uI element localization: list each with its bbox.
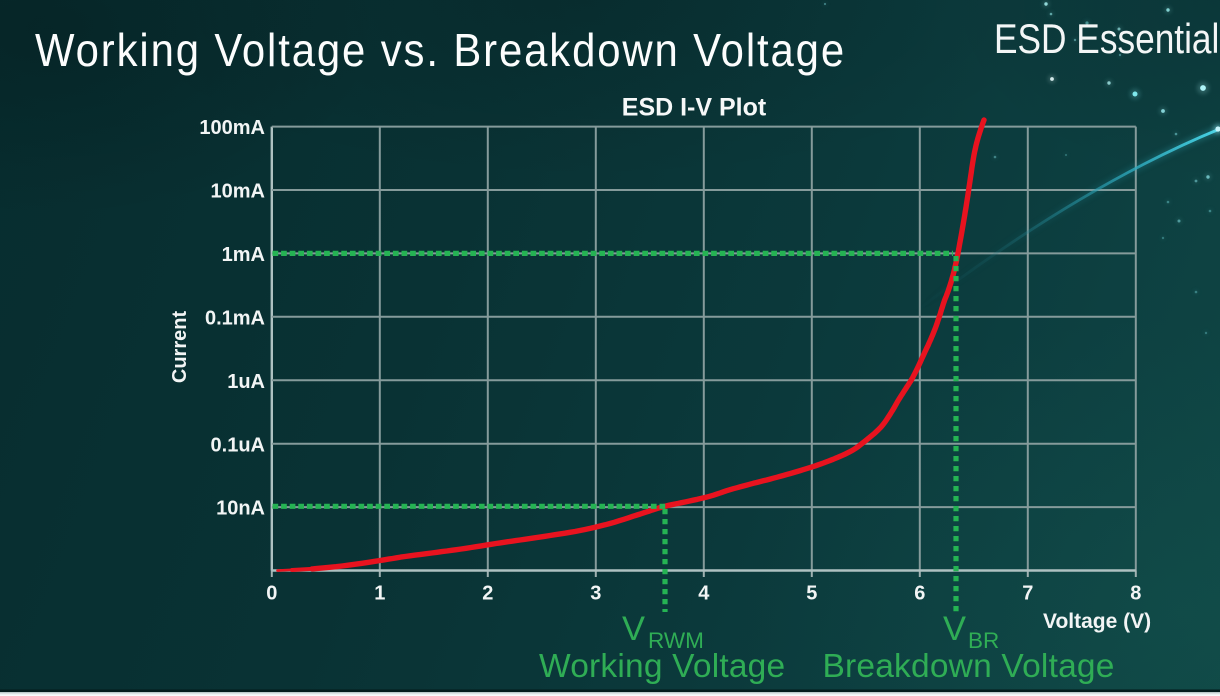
svg-text:RWM: RWM (648, 628, 704, 653)
svg-text:7: 7 (1022, 583, 1033, 605)
svg-text:8: 8 (1130, 583, 1141, 605)
svg-text:Working Voltage: Working Voltage (539, 648, 785, 685)
svg-text:ESD Essentials: ESD Essentials (994, 16, 1220, 63)
svg-text:ESD I-V Plot: ESD I-V Plot (622, 94, 767, 122)
svg-text:4: 4 (698, 583, 710, 605)
svg-text:0.1uA: 0.1uA (211, 434, 265, 456)
svg-text:Voltage (V): Voltage (V) (1043, 610, 1151, 633)
svg-text:1: 1 (374, 583, 385, 605)
svg-text:3: 3 (590, 583, 601, 605)
svg-text:6: 6 (914, 583, 925, 605)
svg-text:Working Voltage vs. Breakdown: Working Voltage vs. Breakdown Voltage (35, 25, 846, 77)
svg-text:0: 0 (266, 583, 277, 605)
svg-text:V: V (622, 610, 645, 648)
svg-text:BR: BR (968, 628, 999, 653)
svg-text:5: 5 (806, 583, 817, 605)
svg-text:1uA: 1uA (227, 371, 265, 393)
svg-text:Current: Current (169, 311, 191, 384)
svg-text:Breakdown Voltage: Breakdown Voltage (823, 648, 1115, 685)
svg-text:2: 2 (482, 583, 493, 605)
svg-text:10nA: 10nA (216, 498, 265, 520)
svg-text:0.1mA: 0.1mA (205, 307, 265, 329)
svg-text:100mA: 100mA (199, 117, 265, 139)
svg-text:V: V (943, 610, 966, 648)
svg-text:1mA: 1mA (222, 244, 265, 266)
svg-text:10mA: 10mA (211, 181, 265, 203)
